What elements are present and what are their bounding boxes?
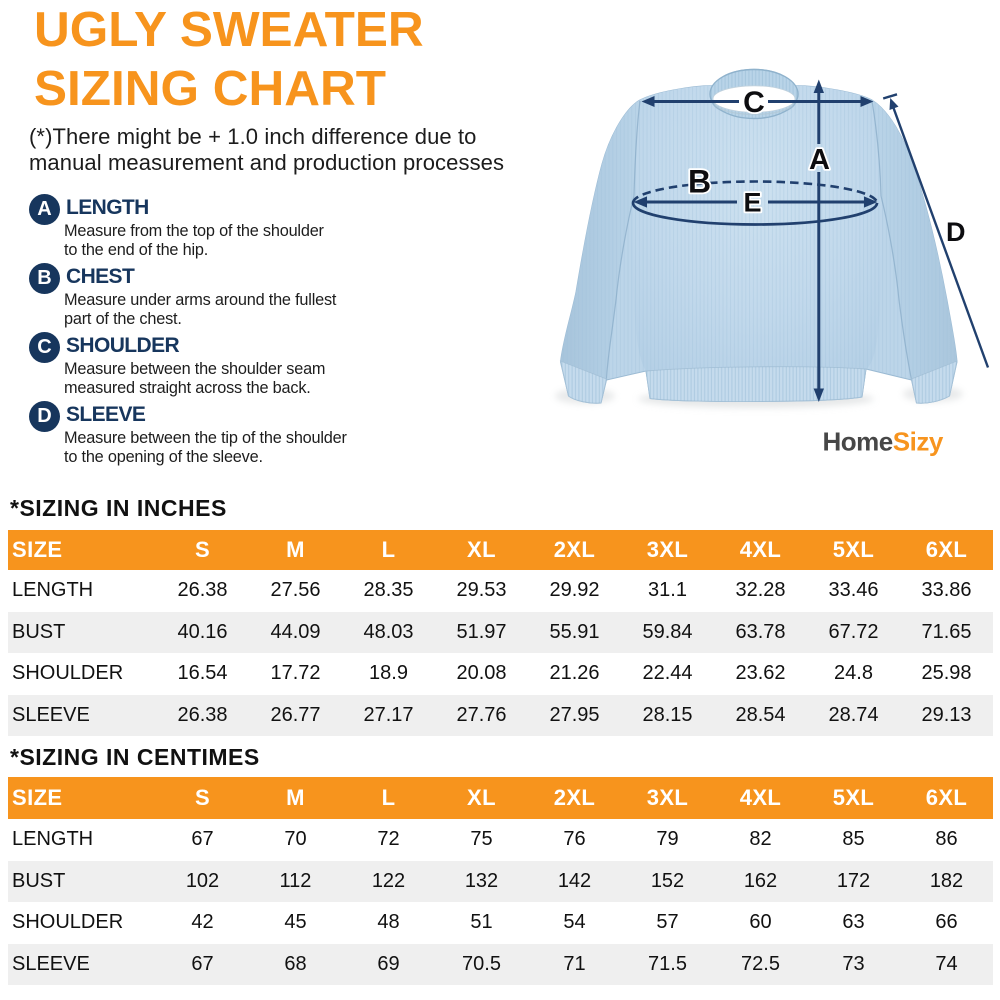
svg-text:HomeSizy: HomeSizy: [823, 427, 944, 457]
svg-text:D: D: [946, 217, 966, 247]
svg-text:A: A: [809, 144, 830, 176]
svg-text:B: B: [688, 164, 711, 200]
svg-text:C: C: [743, 86, 765, 119]
svg-text:E: E: [743, 187, 761, 217]
